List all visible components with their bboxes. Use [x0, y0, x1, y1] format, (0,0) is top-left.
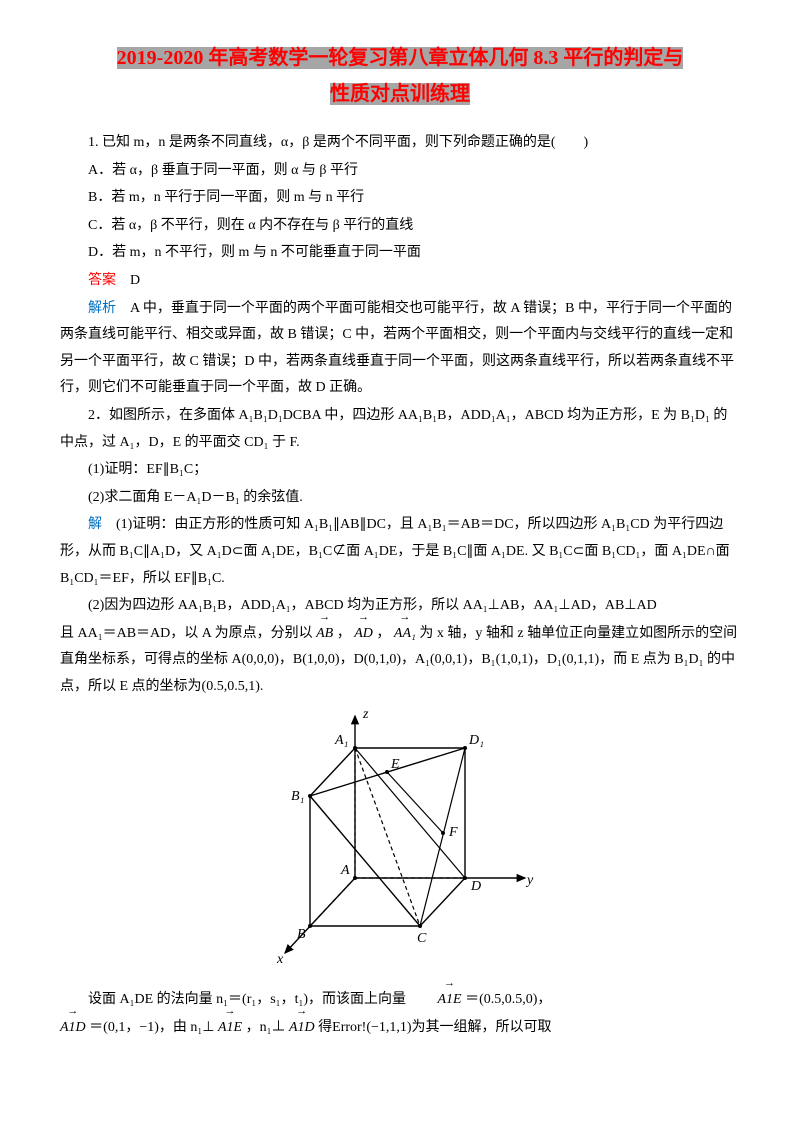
q2-part2: (2)求二面角 E－A₁D－B₁ 的余弦值. [60, 485, 740, 512]
answer-label: 答案 [88, 273, 116, 288]
page-title: 2019-2020 年高考数学一轮复习第八章立体几何 8.3 平行的判定与 性质… [60, 40, 740, 112]
lbl-D1: D₁ [468, 733, 484, 748]
vec-ab: AB [316, 621, 333, 648]
q2-sol1-text: (1)证明：由正方形的性质可知 A₁B₁∥AB∥DC，且 A₁B₁＝AB＝DC，… [60, 517, 730, 585]
vec-a1d-2: A1D [289, 1015, 315, 1042]
q1-stem: 1. 已知 m，n 是两条不同直线，α，β 是两个不同平面，则下列命题正确的是(… [60, 130, 740, 157]
q2-end1: 设面 A₁DE 的法向量 n₁＝(r₁，s₁，t₁)，而该面上向量 A1E ＝(… [60, 987, 740, 1014]
q1-answer-line: 答案 D [60, 268, 740, 295]
title-line2: 性质对点训练理 [330, 83, 470, 105]
vec-a1e: A1E [410, 987, 462, 1014]
axis-x: x [276, 952, 284, 967]
lbl-D: D [470, 879, 481, 894]
q1-solution: 解析 A 中，垂直于同一个平面的两个平面可能相交也可能平行，故 A 错误；B 中… [60, 296, 740, 402]
answer-value: D [130, 273, 140, 288]
q2-part1: (1)证明：EF∥B₁C； [60, 457, 740, 484]
vec-aa1: AA₁ [394, 621, 416, 648]
q2-sol1: 解 (1)证明：由正方形的性质可知 A₁B₁∥AB∥DC，且 A₁B₁＝AB＝D… [60, 512, 740, 592]
q1-sol-text: A 中，垂直于同一个平面的两个平面可能相交也可能平行，故 A 错误；B 中，平行… [60, 301, 734, 396]
q2-sol3c: ， [376, 626, 390, 641]
vec-a1e-2: A1E [218, 1015, 242, 1042]
axis-z: z [362, 708, 369, 722]
q2-end2: A1D ＝(0,1，−1)，由 n₁⊥ A1E ，n₁⊥ A1D 得Error!… [60, 1015, 740, 1042]
solution-label: 解析 [88, 301, 116, 316]
q2-sol3a: 且 AA₁＝AB＝AD，以 A 为原点，分别以 [60, 626, 313, 641]
q1-optC: C．若 α，β 不平行，则在 α 内不存在与 β 平行的直线 [60, 213, 740, 240]
q1-optD: D．若 m，n 不平行，则 m 与 n 不可能垂直于同一平面 [60, 240, 740, 267]
q1-optB: B．若 m，n 平行于同一平面，则 m 与 n 平行 [60, 185, 740, 212]
q2-end1a: 设面 A₁DE 的法向量 n₁＝(r₁，s₁，t₁)，而该面上向量 [88, 992, 406, 1007]
lbl-A: A [340, 863, 350, 878]
cube-figure: z y x A₁ D₁ B₁ E F A B C D [255, 708, 545, 968]
lbl-B1: B₁ [291, 789, 304, 804]
vec-a1d: A1D [60, 1015, 86, 1042]
q2-end1b: ＝(0.5,0.5,0)， [465, 992, 551, 1007]
q2-end2b: ，n₁⊥ [246, 1020, 286, 1035]
q2-sol3: 且 AA₁＝AB＝AD，以 A 为原点，分别以 AB ， AD ， AA₁ 为 … [60, 621, 740, 701]
q2-sol3b: ， [337, 626, 351, 641]
q2-stem: 2．如图所示，在多面体 A₁B₁D₁DCBA 中，四边形 AA₁B₁B，ADD₁… [60, 403, 740, 456]
q2-end2c: 得Error!(−1,1,1)为其一组解，所以可取 [318, 1020, 551, 1035]
lbl-B: B [297, 927, 306, 942]
lbl-A1: A₁ [334, 733, 348, 748]
figure-container: z y x A₁ D₁ B₁ E F A B C D [60, 708, 740, 979]
q2-end2a: ＝(0,1，−1)，由 n₁⊥ [89, 1020, 214, 1035]
lbl-E: E [390, 757, 400, 772]
lbl-C: C [417, 931, 427, 946]
sol-label-2: 解 [88, 517, 102, 532]
q1-optA: A．若 α，β 垂直于同一平面，则 α 与 β 平行 [60, 158, 740, 185]
title-line1: 2019-2020 年高考数学一轮复习第八章立体几何 8.3 平行的判定与 [117, 47, 684, 69]
vec-ad: AD [354, 621, 373, 648]
axis-y: y [525, 873, 534, 888]
lbl-F: F [448, 825, 458, 840]
